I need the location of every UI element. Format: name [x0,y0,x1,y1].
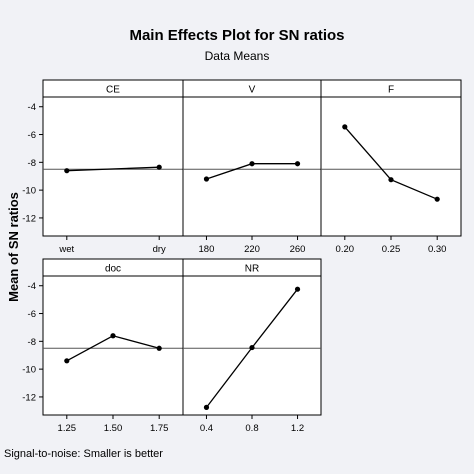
x-tick-label: 1.25 [58,423,77,434]
x-tick-label: 260 [290,244,306,255]
panel-frame [182,96,322,237]
data-point [64,358,70,364]
data-point [249,344,255,351]
panel-strip-label: F [388,85,394,96]
panel-ce: CE wet dry -12 -10 -8 -6 -4 [22,79,184,255]
data-point [203,404,210,410]
panel-strip-label: V [249,85,256,96]
panel-v: V 180 220 260 [182,79,322,255]
data-point [434,196,440,202]
x-tick-label: 180 [199,244,215,255]
data-point [156,164,162,170]
y-tick-label: -8 [28,337,36,348]
x-tick-label: 0.8 [245,423,258,434]
chart-title: Main Effects Plot for SN ratios [129,27,344,44]
panel-strip-label: CE [106,85,120,96]
data-point [342,124,348,130]
y-tick-label: -8 [28,158,36,169]
y-tick-label: -6 [28,309,36,320]
panel-strip [182,258,322,277]
data-point [110,333,116,339]
x-tick-label: 0.30 [428,244,447,255]
y-tick-label: -12 [22,213,36,224]
x-tick-label: 220 [244,244,260,255]
y-tick-label: -10 [22,365,36,376]
data-point [64,168,70,174]
panel-strip [320,79,462,98]
y-tick-label: -4 [28,281,36,292]
data-point [388,177,394,183]
x-tick-label: wet [58,244,74,255]
footnote: Signal-to-noise: Smaller is better [4,448,163,460]
panel-nr: NR 0.4 0.8 1.2 [182,258,322,434]
data-point [156,345,162,351]
x-tick-label: dry [153,244,166,255]
y-tick-label: -6 [28,130,36,141]
data-point [294,286,301,292]
panel-f: F 0.20 0.25 0.30 [320,79,462,255]
panels-layer: CE wet dry -12 -10 -8 -6 -4 V 180 220 260 F 0.20 0.25 0… [22,79,462,434]
data-point [294,161,301,167]
panel-doc: doc 1.25 1.50 1.75 -12 -10 -8 -6 -4 [22,258,184,434]
data-point [249,161,255,167]
chart-subtitle: Data Means [205,49,270,63]
panel-strip-label: doc [105,264,121,275]
y-tick-label: -10 [22,186,36,197]
x-tick-label: 1.2 [291,423,304,434]
y-axis-label: Mean of SN ratios [6,192,21,302]
y-tick-label: -12 [22,392,36,403]
panel-frame [320,96,462,237]
x-tick-label: 1.75 [150,423,169,434]
panel-frame [42,96,184,237]
panel-strip-label: NR [245,264,259,275]
panel-frame [42,275,184,416]
x-tick-label: 0.4 [200,423,213,434]
series-line [66,166,160,172]
x-tick-label: 0.25 [382,244,401,255]
x-tick-label: 0.20 [336,244,355,255]
data-point [203,176,210,182]
x-tick-label: 1.50 [104,423,123,434]
y-tick-label: -4 [28,102,36,113]
